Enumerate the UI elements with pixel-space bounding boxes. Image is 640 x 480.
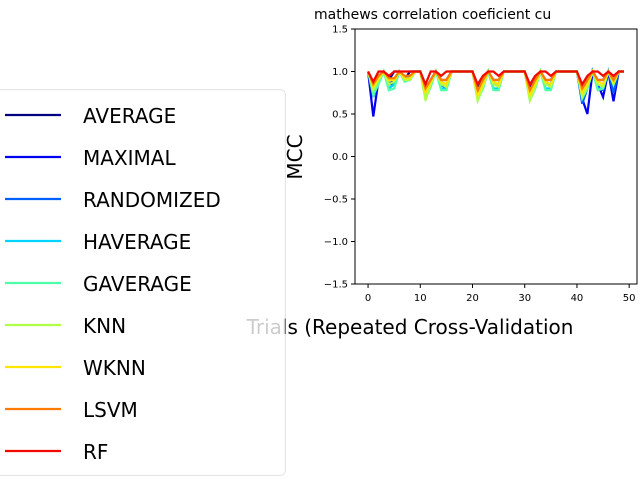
legend-label-rf: RF xyxy=(83,440,108,464)
x-axis-ticks: 0 10 20 30 40 50 xyxy=(365,284,636,304)
y-tick-label: 1.0 xyxy=(332,67,348,78)
x-tick-label: 40 xyxy=(571,293,584,304)
legend-label-knn: KNN xyxy=(83,314,126,338)
legend-label-randomized: RANDOMIZED xyxy=(83,188,221,212)
series-line-lsvm xyxy=(367,69,624,94)
legend-label-lsvm: LSVM xyxy=(83,398,138,422)
y-tick-label: −1.0 xyxy=(324,237,348,248)
series-layer xyxy=(367,67,624,117)
legend-label-gaverage: GAVERAGE xyxy=(83,272,192,296)
x-tick-label: 10 xyxy=(414,293,427,304)
y-tick-label: 1.5 xyxy=(332,25,348,36)
legend-label-haverage: HAVERAGE xyxy=(83,230,191,254)
x-axis-label: Trials (Repeated Cross-Validation xyxy=(246,315,574,339)
x-tick-label: 30 xyxy=(518,293,531,304)
y-tick-label: −1.5 xyxy=(324,280,348,291)
y-tick-label: 0.0 xyxy=(332,152,348,163)
chart-title: mathews correlation coeficient cu xyxy=(314,7,551,23)
x-tick-label: 0 xyxy=(365,293,371,304)
y-axis-ticks: −1.5 −1.0 −0.5 0.0 0.5 1.0 1.5 xyxy=(324,25,355,291)
y-axis-label: MCC xyxy=(283,134,307,179)
y-tick-label: −0.5 xyxy=(324,195,348,206)
plot-area xyxy=(354,28,638,285)
x-tick-label: 50 xyxy=(623,293,636,304)
legend-overlay xyxy=(0,90,285,475)
series-line-rf xyxy=(367,70,624,88)
y-tick-label: 0.5 xyxy=(332,110,348,121)
legend-items-top: AVERAGE MAXIMAL RANDOMIZED HAVERAGE GAVERAGE… xyxy=(5,104,221,464)
x-tick-label: 20 xyxy=(466,293,479,304)
plot-background xyxy=(355,29,637,284)
legend-label-maximal: MAXIMAL xyxy=(83,146,176,170)
legend-label-average: AVERAGE xyxy=(83,104,176,128)
legend-label-wknn: WKNN xyxy=(83,356,146,380)
